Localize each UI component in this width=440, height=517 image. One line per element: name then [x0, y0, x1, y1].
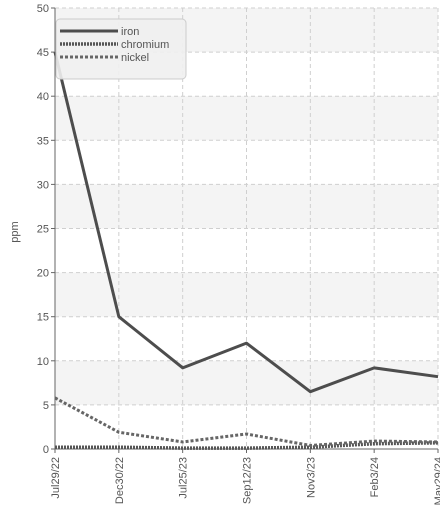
axes: [51, 7, 439, 453]
x-tick-label: Dec30/22: [114, 457, 126, 504]
x-tick-labels: Jul29/22 Dec30/22 Jul25/23 Sep12/23 Nov3/23 F…: [50, 457, 440, 505]
series-line-iron: [53, 51, 439, 394]
legend-label-chromium[interactable]: chromium: [121, 39, 169, 51]
y-tick-label: 15: [37, 312, 49, 324]
y-axis-title: ppm: [9, 221, 21, 242]
y-tick-labels: 0 5 10 15 20 25 30 35 40 45 50: [37, 3, 49, 456]
y-tick-label: 5: [43, 400, 49, 412]
y-tick-label: 25: [37, 224, 49, 236]
x-tick-label: Jul25/23: [178, 457, 190, 499]
legend-label-nickel[interactable]: nickel: [121, 52, 149, 64]
legend-label-iron[interactable]: iron: [121, 26, 139, 38]
y-tick-label: 20: [37, 268, 49, 280]
y-tick-label: 40: [37, 91, 49, 103]
x-tick-label: May29/24: [433, 457, 440, 505]
legend-box: [55, 18, 187, 80]
series-line-chromium: [55, 441, 439, 450]
series-line-nickel: [54, 396, 439, 447]
x-tick-label: Jul29/22: [50, 457, 62, 499]
y-tick-label: 50: [37, 3, 49, 15]
y-tick-label: 45: [37, 47, 49, 59]
x-tick-label: Sep12/23: [242, 457, 254, 504]
series-lines: [53, 51, 439, 450]
x-tick-label: Nov3/23: [305, 457, 317, 498]
y-tick-label: 10: [37, 356, 49, 368]
y-tick-label: 0: [43, 444, 49, 456]
plot-band: [55, 96, 438, 141]
x-tick-label: Feb3/24: [369, 457, 381, 497]
y-tick-label: 35: [37, 135, 49, 147]
y-tick-label: 30: [37, 179, 49, 191]
